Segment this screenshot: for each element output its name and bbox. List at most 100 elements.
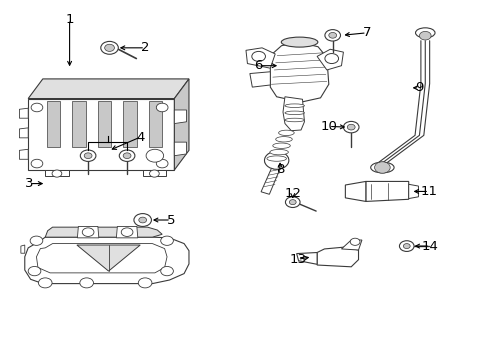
Circle shape xyxy=(265,152,289,169)
Circle shape xyxy=(121,228,133,237)
Circle shape xyxy=(156,159,168,168)
Circle shape xyxy=(101,41,118,54)
Ellipse shape xyxy=(371,162,394,173)
Polygon shape xyxy=(268,152,280,160)
Polygon shape xyxy=(116,226,138,238)
Circle shape xyxy=(31,159,43,168)
Polygon shape xyxy=(36,244,167,273)
Text: 1: 1 xyxy=(65,13,74,26)
Ellipse shape xyxy=(273,143,290,148)
Polygon shape xyxy=(20,149,28,159)
Polygon shape xyxy=(20,108,28,118)
Polygon shape xyxy=(77,245,140,271)
Circle shape xyxy=(347,124,355,130)
Circle shape xyxy=(325,30,341,41)
Circle shape xyxy=(161,266,173,276)
Polygon shape xyxy=(28,99,174,170)
Polygon shape xyxy=(143,170,166,176)
Polygon shape xyxy=(72,102,86,147)
Polygon shape xyxy=(21,245,25,253)
Circle shape xyxy=(399,241,414,251)
Polygon shape xyxy=(45,227,162,237)
Circle shape xyxy=(82,228,94,237)
Circle shape xyxy=(161,236,173,246)
Circle shape xyxy=(28,266,41,276)
Polygon shape xyxy=(149,102,163,147)
Text: 7: 7 xyxy=(363,26,371,39)
Polygon shape xyxy=(317,49,343,70)
Polygon shape xyxy=(250,72,270,87)
Polygon shape xyxy=(25,237,189,284)
Ellipse shape xyxy=(267,156,287,161)
Circle shape xyxy=(419,31,431,40)
Polygon shape xyxy=(283,97,304,131)
Polygon shape xyxy=(273,160,285,169)
Polygon shape xyxy=(345,181,366,202)
Circle shape xyxy=(252,51,266,62)
Circle shape xyxy=(31,103,43,112)
Text: 3: 3 xyxy=(25,177,34,190)
Polygon shape xyxy=(174,142,187,156)
Circle shape xyxy=(134,213,151,226)
Ellipse shape xyxy=(416,28,435,38)
Polygon shape xyxy=(20,128,28,138)
Circle shape xyxy=(52,170,62,177)
Polygon shape xyxy=(123,102,137,147)
Ellipse shape xyxy=(270,149,288,155)
Circle shape xyxy=(105,44,115,51)
Polygon shape xyxy=(317,247,359,267)
Circle shape xyxy=(123,153,131,158)
Circle shape xyxy=(289,200,296,204)
Ellipse shape xyxy=(281,37,318,47)
Circle shape xyxy=(156,103,168,112)
Ellipse shape xyxy=(276,136,292,142)
Polygon shape xyxy=(77,226,99,238)
Text: 14: 14 xyxy=(422,240,439,253)
Circle shape xyxy=(139,217,147,223)
Polygon shape xyxy=(265,154,277,163)
Circle shape xyxy=(119,150,135,161)
Polygon shape xyxy=(277,152,289,160)
Text: 5: 5 xyxy=(167,213,175,226)
Circle shape xyxy=(350,238,360,246)
Text: 8: 8 xyxy=(276,163,284,176)
Ellipse shape xyxy=(285,118,304,122)
Text: 6: 6 xyxy=(254,59,263,72)
Polygon shape xyxy=(366,181,409,202)
Circle shape xyxy=(286,197,300,207)
Text: 9: 9 xyxy=(415,81,424,94)
Text: 10: 10 xyxy=(320,120,337,133)
Circle shape xyxy=(146,149,164,162)
Circle shape xyxy=(138,278,152,288)
Polygon shape xyxy=(98,102,111,147)
Ellipse shape xyxy=(285,104,304,108)
Polygon shape xyxy=(296,252,317,264)
Polygon shape xyxy=(174,110,187,123)
Circle shape xyxy=(329,32,337,38)
Text: 13: 13 xyxy=(289,253,306,266)
Polygon shape xyxy=(409,184,418,199)
Ellipse shape xyxy=(279,130,294,135)
Polygon shape xyxy=(246,48,275,68)
Circle shape xyxy=(84,153,92,158)
Text: 12: 12 xyxy=(284,187,301,200)
Polygon shape xyxy=(270,42,329,102)
Polygon shape xyxy=(47,102,60,147)
Text: 2: 2 xyxy=(141,41,149,54)
Polygon shape xyxy=(174,79,189,170)
Circle shape xyxy=(325,54,339,64)
Circle shape xyxy=(403,244,410,249)
Text: 4: 4 xyxy=(136,131,145,144)
Text: 11: 11 xyxy=(421,185,438,198)
Polygon shape xyxy=(277,158,289,167)
Circle shape xyxy=(38,278,52,288)
Circle shape xyxy=(30,236,43,246)
Circle shape xyxy=(80,278,94,288)
Polygon shape xyxy=(45,170,69,176)
Circle shape xyxy=(343,121,359,133)
Circle shape xyxy=(374,162,390,173)
Polygon shape xyxy=(261,167,281,194)
Circle shape xyxy=(80,150,96,161)
Circle shape xyxy=(149,170,159,177)
Polygon shape xyxy=(342,240,362,250)
